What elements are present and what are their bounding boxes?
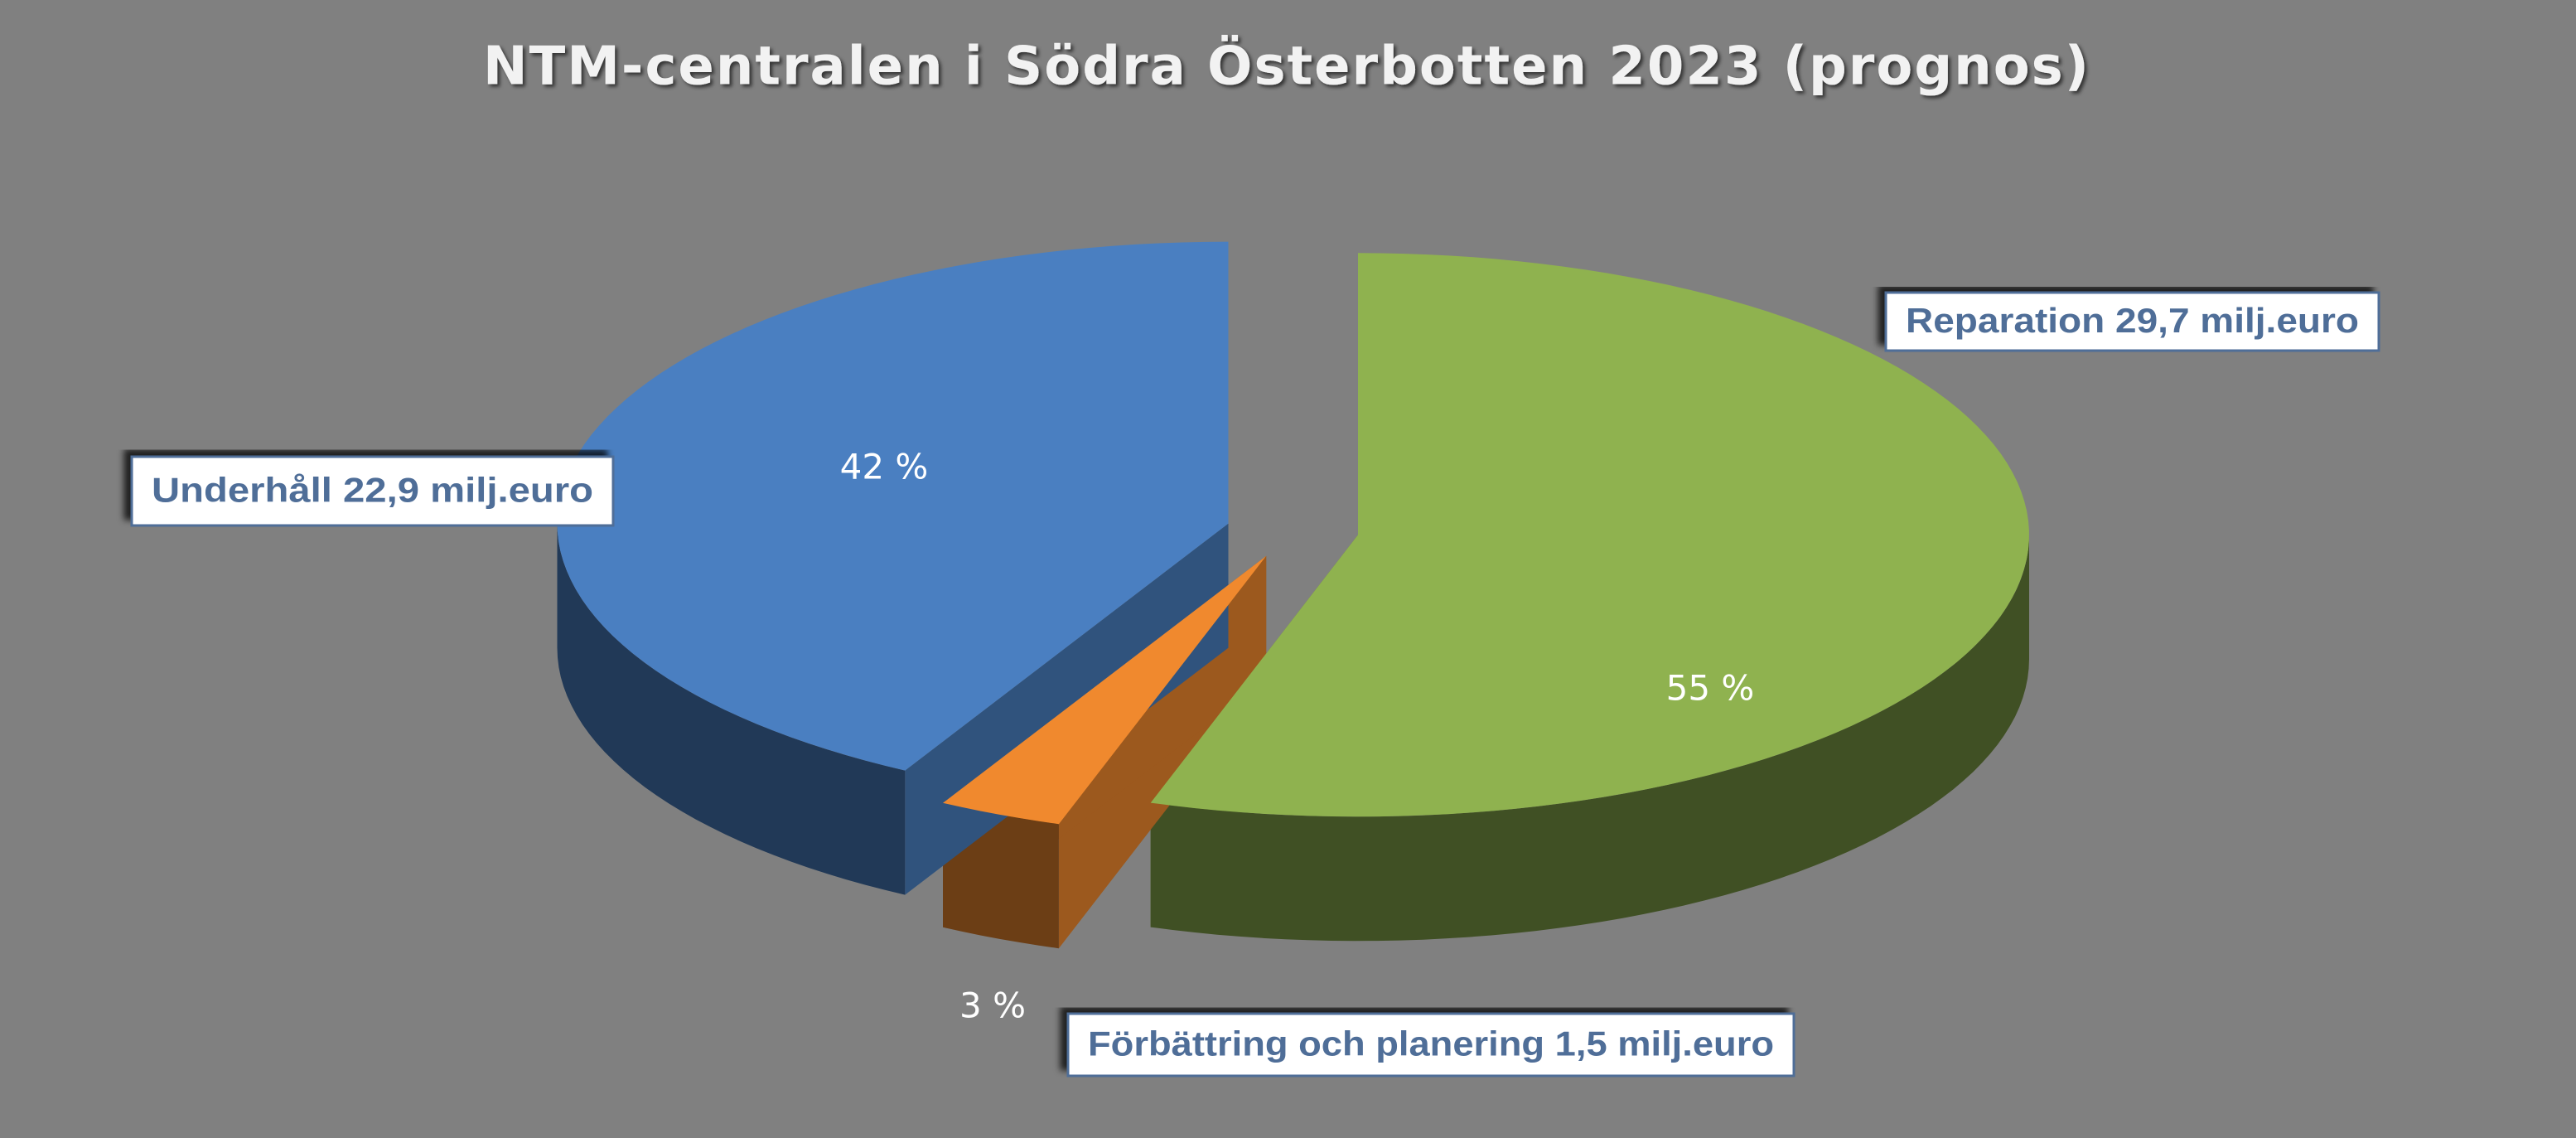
value-label: 3 % xyxy=(959,985,1026,1026)
category-label: Reparation 29,7 milj.euro xyxy=(1906,301,2359,340)
slice-wall xyxy=(1150,535,2029,942)
slice xyxy=(1150,253,2029,817)
value-label: 42 % xyxy=(840,447,929,487)
category-label-box xyxy=(1884,291,2380,352)
category-label: Underhåll 22,9 milj.euro xyxy=(152,471,593,510)
value-label: 55 % xyxy=(1666,668,1755,709)
slice xyxy=(943,555,1267,825)
slice xyxy=(557,241,1229,771)
category-label: Förbättring och planering 1,5 milj.euro xyxy=(1088,1024,1774,1063)
pie-tops xyxy=(557,241,2029,825)
slice-wall xyxy=(557,523,906,895)
chart-title: NTM-centralen i Södra Österbotten 2023 (… xyxy=(483,35,2090,98)
labels: 55 % Reparation 29,7 milj.euro 3 % Förbättr… xyxy=(130,291,2380,1077)
category-label-box xyxy=(130,455,615,527)
category-label-box xyxy=(1066,1012,1795,1077)
